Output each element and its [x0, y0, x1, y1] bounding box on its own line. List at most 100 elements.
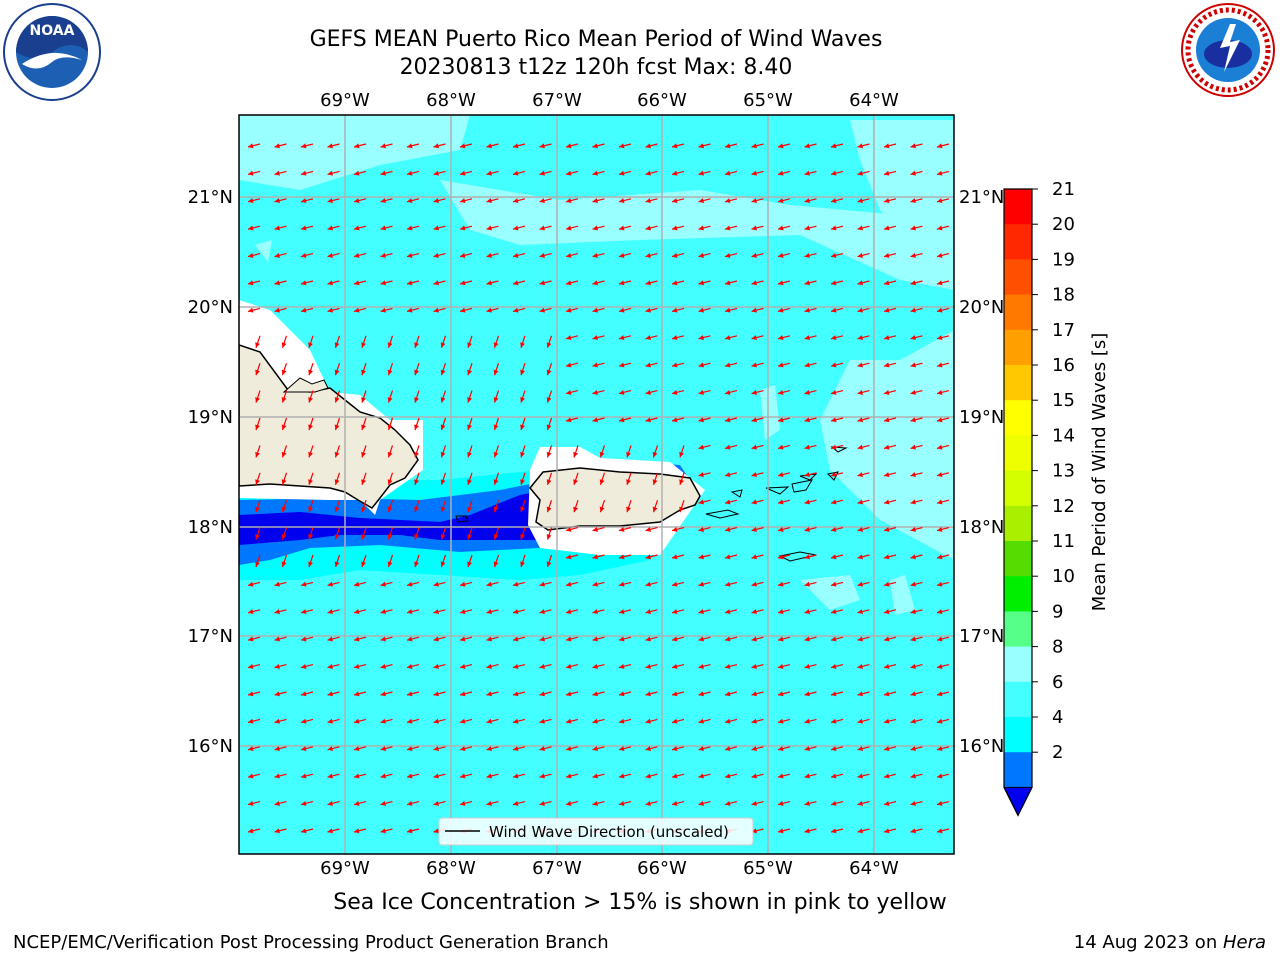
- wave-direction-arrowhead: [831, 663, 837, 669]
- wave-direction-arrowhead: [380, 636, 386, 642]
- lon-label: 65°W: [743, 90, 793, 111]
- wave-direction-arrowhead: [778, 636, 784, 642]
- chart-title: GEFS MEAN Puerto Rico Mean Period of Win…: [309, 27, 883, 52]
- wave-direction-arrowhead: [645, 800, 651, 806]
- wave-direction-arrowhead: [513, 746, 519, 752]
- wave-direction-arrowhead: [698, 746, 704, 752]
- wave-direction-arrowhead: [334, 369, 340, 376]
- wave-direction-arrowhead: [937, 718, 943, 724]
- wave-direction-arrowhead: [804, 143, 810, 149]
- wave-direction-arrowhead: [493, 451, 499, 458]
- wave-direction-arrowhead: [725, 472, 731, 478]
- wave-direction-arrowhead: [440, 506, 446, 513]
- wave-direction-arrowhead: [327, 252, 333, 258]
- wave-direction-arrowhead: [248, 225, 254, 231]
- wave-direction-arrowhead: [274, 581, 280, 587]
- colorbar-tick-label: 13: [1052, 461, 1075, 482]
- wave-direction-arrowhead: [672, 663, 678, 669]
- wave-period-8-9-patch: [800, 575, 860, 610]
- wave-direction-arrowhead: [672, 691, 678, 697]
- wave-direction-arrowhead: [354, 581, 360, 587]
- wave-direction-arrowhead: [672, 746, 678, 752]
- wave-direction-arrowhead: [513, 307, 519, 313]
- wave-direction-arrowhead: [334, 479, 340, 485]
- wave-direction-arrowhead: [725, 499, 731, 505]
- wave-direction-arrowhead: [380, 307, 386, 313]
- wave-direction-arrowhead: [486, 609, 492, 615]
- wave-direction-arrowhead: [334, 424, 340, 430]
- wave-direction-arrowhead: [645, 746, 651, 752]
- wave-direction-arrowhead: [645, 773, 651, 779]
- wave-direction-arrowhead: [910, 444, 916, 450]
- map-legend: Wind Wave Direction (unscaled): [438, 817, 754, 846]
- wave-direction-arrowhead: [831, 636, 837, 642]
- wave-direction-arrowhead: [751, 773, 757, 779]
- colorbar-tick-label: 12: [1052, 496, 1075, 517]
- wave-direction-arrowhead: [301, 252, 307, 258]
- colorbar-segment: [1004, 717, 1032, 753]
- wave-direction-arrowhead: [513, 581, 519, 587]
- wave-direction-arrowhead: [493, 369, 499, 376]
- wave-direction-arrowhead: [778, 198, 784, 204]
- wave-direction-arrowhead: [910, 636, 916, 642]
- wave-direction-arrowhead: [645, 718, 651, 724]
- wave-direction-arrowhead: [937, 800, 943, 806]
- lat-label: 21°N: [959, 187, 1004, 208]
- wave-direction-arrowhead: [778, 307, 784, 313]
- wave-direction-arrowhead: [672, 389, 678, 395]
- wave-direction-arrowhead: [910, 389, 916, 395]
- wave-direction-arrowhead: [725, 554, 731, 560]
- wave-direction-arrowhead: [725, 198, 731, 204]
- wave-direction-arrowhead: [698, 335, 704, 341]
- wave-direction-arrowhead: [831, 362, 837, 368]
- wave-direction-arrowhead: [804, 252, 810, 258]
- colorbar-tick-label: 19: [1052, 249, 1075, 270]
- wave-direction-arrowhead: [937, 663, 943, 669]
- wave-direction-arrowhead: [380, 581, 386, 587]
- wave-direction-arrowhead: [857, 472, 863, 478]
- wave-direction-arrowhead: [804, 526, 810, 532]
- credit-right: 14 Aug 2023 on Hera: [1074, 932, 1266, 953]
- wave-direction-arrowhead: [327, 663, 333, 669]
- wave-direction-arrowhead: [513, 225, 519, 231]
- wave-direction-arrowhead: [380, 609, 386, 615]
- wave-direction-arrowhead: [274, 746, 280, 752]
- wave-direction-arrowhead: [566, 143, 572, 149]
- wave-direction-arrowhead: [433, 746, 439, 752]
- wave-direction-arrowhead: [672, 225, 678, 231]
- lat-label: 19°N: [959, 407, 1004, 428]
- wave-direction-arrowhead: [414, 561, 419, 567]
- wave-direction-arrowhead: [274, 691, 280, 697]
- wave-direction-arrowhead: [937, 307, 943, 313]
- wave-direction-arrowhead: [387, 506, 393, 513]
- wave-direction-arrowhead: [281, 397, 287, 403]
- wave-direction-arrowhead: [910, 581, 916, 587]
- wave-direction-arrowhead: [440, 479, 446, 485]
- wave-direction-arrowhead: [645, 389, 651, 395]
- wave-direction-arrowhead: [857, 362, 863, 368]
- wave-direction-arrowhead: [248, 609, 254, 615]
- wave-direction-arrowhead: [645, 225, 651, 231]
- wave-direction-arrowhead: [354, 636, 360, 642]
- wave-direction-arrowhead: [619, 170, 625, 176]
- wave-direction-arrowhead: [652, 506, 658, 513]
- wave-direction-arrowhead: [751, 389, 757, 395]
- wave-direction-arrowhead: [493, 534, 499, 540]
- lon-label: 69°W: [320, 858, 370, 879]
- wave-direction-arrowhead: [672, 417, 678, 423]
- wave-direction-arrowhead: [698, 170, 704, 176]
- wave-direction-arrowhead: [248, 143, 254, 149]
- wave-direction-arrowhead: [281, 451, 287, 458]
- wave-direction-arrowhead: [884, 718, 890, 724]
- wave-direction-arrowhead: [380, 746, 386, 752]
- wave-direction-arrowhead: [910, 472, 916, 478]
- wave-direction-arrowhead: [327, 170, 333, 176]
- wave-direction-arrowhead: [248, 746, 254, 752]
- wave-direction-arrowhead: [301, 691, 307, 697]
- colorbar-segment: [1004, 752, 1032, 788]
- lon-label: 67°W: [532, 90, 582, 111]
- wave-direction-arrowhead: [884, 691, 890, 697]
- wave-direction-arrowhead: [493, 342, 499, 348]
- wave-direction-arrowhead: [725, 526, 731, 532]
- wave-direction-arrowhead: [493, 561, 499, 567]
